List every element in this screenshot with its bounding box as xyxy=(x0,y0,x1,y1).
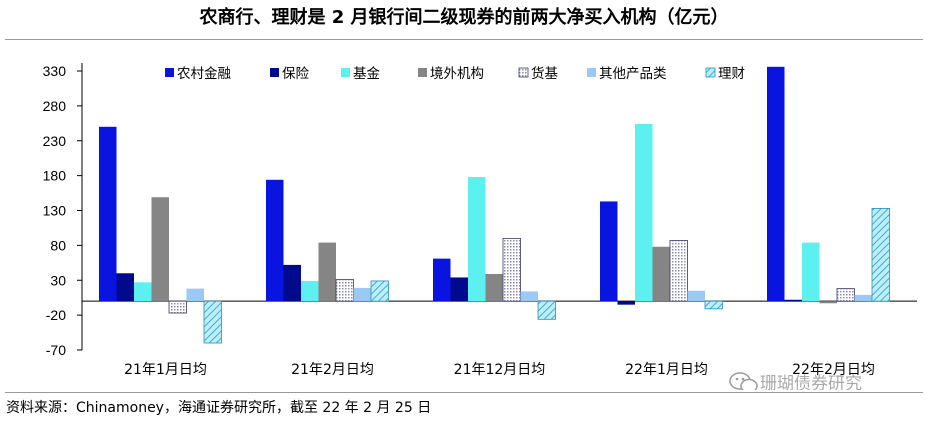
bar-境外机构-21年1月日均 xyxy=(151,197,169,302)
legend-swatch-农村金融 xyxy=(165,68,174,77)
bar-基金-21年12月日均 xyxy=(468,177,486,302)
bar-货基-21年12月日均 xyxy=(502,237,521,302)
y-tick-label: -70 xyxy=(46,342,66,358)
bar-货基-21年1月日均 xyxy=(168,300,187,314)
x-category-label: 21年12月日均 xyxy=(454,362,546,378)
bottom-rule xyxy=(5,392,923,393)
y-tick-label: 80 xyxy=(50,237,66,253)
bar-其他产品类-21年2月日均 xyxy=(353,287,371,302)
legend-label: 理财 xyxy=(718,66,745,82)
legend-label: 其他产品类 xyxy=(599,66,667,82)
legend-swatch-基金 xyxy=(341,68,350,77)
bar-境外机构-22年1月日均 xyxy=(652,246,670,302)
source-note: 资料来源：Chinamoney，海通证券研究所，截至 22 年 2 月 25 日 xyxy=(6,400,432,416)
y-tick-label: 180 xyxy=(43,168,67,184)
bar-理财-22年2月日均 xyxy=(871,208,890,302)
bar-货基-22年2月日均 xyxy=(836,288,855,302)
bar-保险-21年2月日均 xyxy=(283,264,301,302)
bar-农村金融-21年1月日均 xyxy=(99,126,117,302)
y-tick-label: 30 xyxy=(50,272,66,288)
bar-理财-21年1月日均 xyxy=(203,300,222,344)
legend-label: 保险 xyxy=(282,66,309,82)
x-category-label: 22年2月日均 xyxy=(792,362,875,378)
legend-label: 境外机构 xyxy=(430,66,484,82)
bar-境外机构-22年2月日均 xyxy=(819,301,837,304)
y-tick-label: 130 xyxy=(43,203,67,219)
bar-农村金融-21年12月日均 xyxy=(433,258,451,302)
legend-swatch-其他产品类 xyxy=(587,68,596,77)
bar-其他产品类-21年1月日均 xyxy=(186,288,204,302)
y-tick-label: 280 xyxy=(43,98,67,114)
bar-货基-22年1月日均 xyxy=(669,240,688,302)
bar-理财-21年12月日均 xyxy=(537,300,556,320)
bar-其他产品类-22年1月日均 xyxy=(687,290,705,302)
bar-农村金融-22年1月日均 xyxy=(600,201,618,302)
x-category-label: 22年1月日均 xyxy=(625,362,708,378)
chart-title: 农商行、理财是 2 月银行间二级现券的前两大净买入机构（亿元） xyxy=(199,7,729,28)
bar-境外机构-21年12月日均 xyxy=(485,273,503,302)
x-category-label: 21年2月日均 xyxy=(291,362,374,378)
legend-label: 农村金融 xyxy=(177,66,231,82)
bar-理财-21年2月日均 xyxy=(370,280,389,302)
legend-label: 基金 xyxy=(353,65,380,82)
bar-chart: 330 280 230 180 130 80 30 -20 -70 21年1月日均 21年2月日均… xyxy=(43,63,917,390)
bar-基金-22年1月日均 xyxy=(635,124,653,302)
bar-保险-22年2月日均 xyxy=(784,299,802,302)
bar-保险-21年12月日均 xyxy=(450,277,468,302)
bar-境外机构-21年2月日均 xyxy=(318,242,336,302)
bar-农村金融-22年2月日均 xyxy=(767,66,785,302)
legend-swatch-货基 xyxy=(518,67,529,78)
legend-swatch-境外机构 xyxy=(418,68,427,77)
y-tick-label: -20 xyxy=(46,307,66,323)
legend-label: 货基 xyxy=(531,65,559,82)
x-category-label: 21年1月日均 xyxy=(124,362,207,378)
wechat-icon xyxy=(729,372,758,390)
bar-农村金融-21年2月日均 xyxy=(266,179,284,302)
bar-其他产品类-21年12月日均 xyxy=(520,291,538,302)
y-tick-label: 330 xyxy=(43,63,67,79)
bar-理财-22年1月日均 xyxy=(704,300,723,310)
legend-swatch-理财 xyxy=(705,67,716,78)
bar-其他产品类-22年2月日均 xyxy=(854,294,872,302)
watermark-text: 珊瑚债券研究 xyxy=(760,374,862,390)
bar-基金-21年2月日均 xyxy=(301,280,319,302)
bar-保险-22年1月日均 xyxy=(617,301,635,305)
y-tick-label: 230 xyxy=(43,133,67,149)
bar-基金-21年1月日均 xyxy=(134,282,152,302)
bar-货基-21年2月日均 xyxy=(335,279,354,302)
top-rule xyxy=(5,39,923,40)
legend-swatch-保险 xyxy=(270,68,279,77)
bar-基金-22年2月日均 xyxy=(802,242,820,302)
bar-保险-21年1月日均 xyxy=(116,273,134,302)
